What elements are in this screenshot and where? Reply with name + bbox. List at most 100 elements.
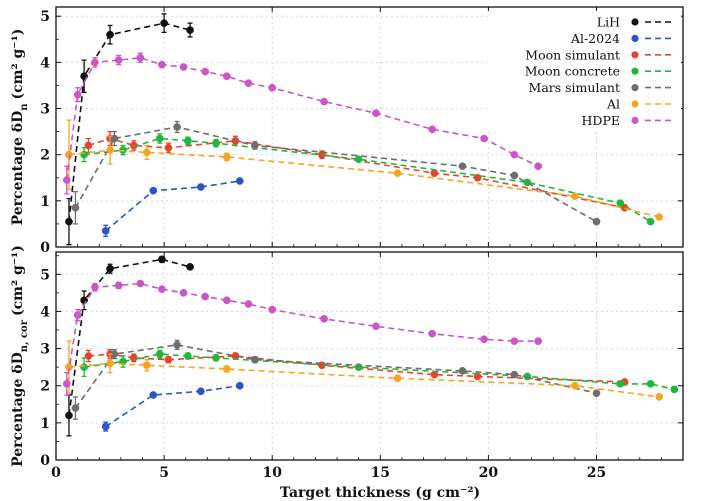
data-point-hdpe [268,83,277,92]
y-tick-label: 3 [40,342,50,358]
y-tick-label: 1 [40,416,50,432]
data-point-al-2024 [235,381,244,390]
data-point-mars-simulant [173,341,181,349]
series-line-lih [68,22,191,222]
data-point-hdpe [372,322,380,331]
data-point-moon-simulant [430,169,439,178]
series-line-moon-simulant [88,137,625,209]
data-point-moon-simulant [164,355,173,364]
data-point-hdpe [244,79,253,88]
data-point-hdpe [222,72,231,81]
data-point-mars-simulant [110,134,119,143]
y-tick-label: 2 [40,379,50,395]
series-line-hdpe [66,282,539,385]
x-tick-label: 15 [371,465,390,481]
data-point-hdpe [114,281,123,290]
data-point-moon-simulant [84,352,93,360]
data-point-moon-simulant [84,141,93,150]
data-point-mars-simulant [71,404,80,412]
legend-marker-hdpe [631,116,639,124]
y-tick-label: 0 [40,240,50,256]
y-axis-title-subscript: n, cor [19,319,30,352]
data-point-lih [160,19,168,28]
legend-label-moon-simulant: Moon simulant [525,47,620,62]
data-point-al-2024 [235,177,244,185]
data-point-al-2024 [149,391,158,399]
data-point-al-2024 [197,387,205,396]
data-point-hdpe [534,337,542,345]
data-point-hdpe [62,380,71,388]
plot-frame [55,6,684,248]
data-point-hdpe [158,60,166,69]
data-point-moon-concrete [184,136,192,145]
data-point-lih [186,263,194,271]
data-point-mars-simulant [251,355,259,364]
series-moon-concrete [80,133,655,226]
x-tick-label: 0 [51,465,61,481]
panel-bottom: 0 5 10 15 20 25 0 1 2 3 4 5 Percentage δDn, cor (cm² … [10,245,684,481]
data-point-hdpe [114,56,123,64]
data-point-hdpe [320,315,328,323]
y-axis-title-subscript: n [19,103,30,111]
series-line-al-2024 [105,384,240,428]
legend-label-moon-concrete: Moon concrete [525,64,620,79]
legend-label-hdpe: HDPE [582,113,620,128]
data-point-hdpe [73,311,82,319]
data-point-moon-concrete [646,380,655,388]
x-tick-label: 25 [587,465,606,481]
data-point-mars-simulant [592,389,601,397]
data-point-hdpe [372,109,380,118]
legend-label-lih: LiH [597,15,620,30]
data-point-mars-simulant [458,367,467,375]
data-point-mars-simulant [251,141,259,150]
data-point-hdpe [158,285,166,293]
y-axis-title-main: Percentage δD [10,352,26,467]
data-point-lih [106,264,114,273]
y-tick-label: 4 [40,304,50,320]
series-mars-simulant [71,339,601,420]
data-point-lih [80,296,88,305]
data-point-hdpe [244,300,253,308]
y-axis-title: Percentage δDn, cor (cm² g⁻¹) [10,245,30,467]
series-al [65,340,664,401]
data-point-al-2024 [197,183,205,191]
panel-top: 0 1 2 3 4 5 Percentage δDn (cm² g⁻¹) [10,6,684,256]
data-point-moon-concrete [616,199,625,208]
y-tick-label: 3 [40,102,50,118]
data-point-al [142,148,151,157]
data-point-lih [65,217,73,226]
series-line-moon-concrete [83,353,675,391]
data-point-lih [65,411,73,420]
legend-label-al: Al [606,97,620,112]
series-al [65,119,664,221]
data-point-moon-concrete [616,380,625,388]
series-line-al-2024 [105,180,240,232]
data-point-hdpe [268,305,277,314]
data-point-hdpe [510,337,519,345]
data-point-hdpe [91,283,99,292]
data-point-moon-concrete [354,155,363,164]
data-point-mars-simulant [592,217,601,226]
data-point-al [106,359,114,368]
data-point-hdpe [480,335,488,344]
x-tick-label: 5 [159,465,169,481]
data-point-hdpe [73,90,82,99]
data-point-moon-concrete [184,352,192,360]
data-point-al [393,169,402,178]
series-moon-simulant [84,130,629,212]
plot-frame [55,251,684,461]
data-point-moon-concrete [80,363,88,371]
data-point-moon-concrete [155,350,164,358]
data-point-moon-concrete [80,150,88,159]
data-point-lih [158,255,166,264]
legend-label-al-2024: Al-2024 [570,31,620,46]
y-tick-label: 5 [40,267,50,283]
data-point-mars-simulant [458,162,467,171]
data-point-moon-simulant [473,372,482,381]
y-tick-label: 1 [40,194,50,210]
series-al-2024 [101,381,244,432]
data-point-al-2024 [101,422,110,431]
plot-area [62,255,679,437]
